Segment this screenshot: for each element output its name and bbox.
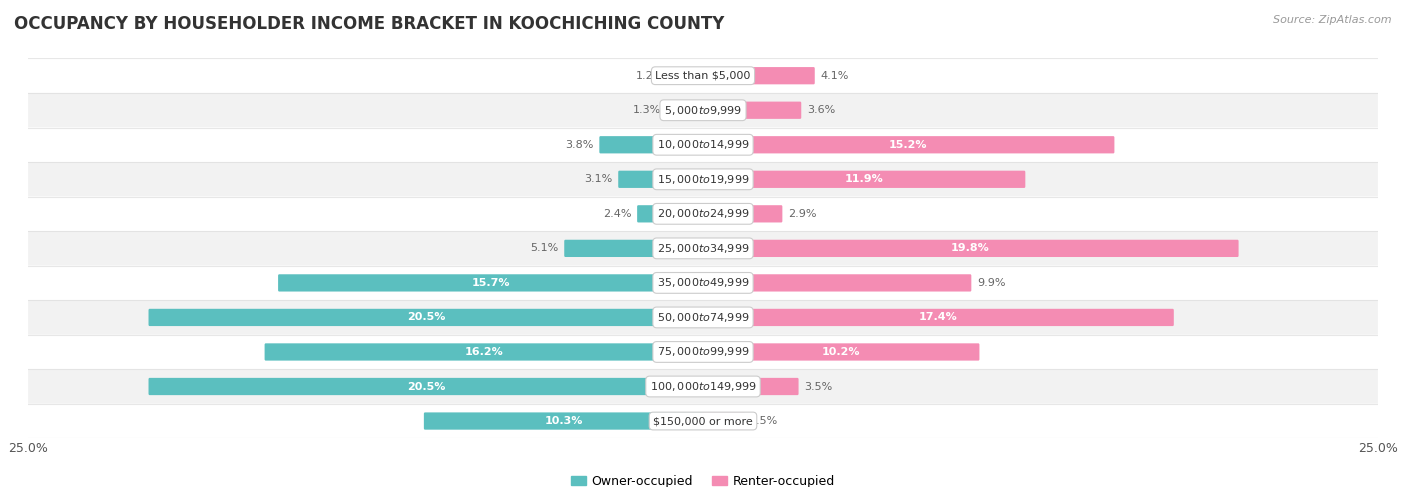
Text: 3.1%: 3.1% [585, 174, 613, 184]
Text: $35,000 to $49,999: $35,000 to $49,999 [657, 277, 749, 289]
Text: 15.7%: 15.7% [472, 278, 510, 288]
FancyBboxPatch shape [28, 58, 1378, 93]
Text: $25,000 to $34,999: $25,000 to $34,999 [657, 242, 749, 255]
Text: $10,000 to $14,999: $10,000 to $14,999 [657, 138, 749, 151]
FancyBboxPatch shape [702, 412, 745, 430]
Text: 3.6%: 3.6% [807, 105, 835, 115]
Text: 15.2%: 15.2% [889, 140, 928, 150]
FancyBboxPatch shape [149, 378, 704, 395]
FancyBboxPatch shape [28, 265, 1378, 300]
FancyBboxPatch shape [702, 102, 801, 119]
Text: 9.9%: 9.9% [977, 278, 1005, 288]
FancyBboxPatch shape [28, 93, 1378, 128]
FancyBboxPatch shape [702, 170, 1025, 188]
FancyBboxPatch shape [28, 128, 1378, 162]
Text: 1.3%: 1.3% [633, 105, 661, 115]
FancyBboxPatch shape [637, 205, 704, 223]
FancyBboxPatch shape [564, 240, 704, 257]
Text: 25.0%: 25.0% [8, 443, 48, 455]
Text: 10.3%: 10.3% [544, 416, 583, 426]
Text: 4.1%: 4.1% [821, 71, 849, 81]
FancyBboxPatch shape [702, 136, 1115, 153]
Text: 3.8%: 3.8% [565, 140, 593, 150]
FancyBboxPatch shape [702, 309, 1174, 326]
Text: 2.4%: 2.4% [603, 209, 631, 219]
Text: 17.4%: 17.4% [918, 313, 957, 322]
FancyBboxPatch shape [28, 369, 1378, 404]
FancyBboxPatch shape [702, 343, 980, 360]
Text: $50,000 to $74,999: $50,000 to $74,999 [657, 311, 749, 324]
FancyBboxPatch shape [669, 67, 704, 84]
FancyBboxPatch shape [702, 67, 814, 84]
FancyBboxPatch shape [666, 102, 704, 119]
Text: 16.2%: 16.2% [465, 347, 503, 357]
FancyBboxPatch shape [149, 309, 704, 326]
FancyBboxPatch shape [28, 335, 1378, 369]
Text: OCCUPANCY BY HOUSEHOLDER INCOME BRACKET IN KOOCHICHING COUNTY: OCCUPANCY BY HOUSEHOLDER INCOME BRACKET … [14, 15, 724, 33]
Text: 11.9%: 11.9% [844, 174, 883, 184]
Text: $20,000 to $24,999: $20,000 to $24,999 [657, 207, 749, 220]
Text: 1.2%: 1.2% [636, 71, 664, 81]
FancyBboxPatch shape [28, 162, 1378, 197]
FancyBboxPatch shape [28, 231, 1378, 265]
FancyBboxPatch shape [702, 378, 799, 395]
Text: $75,000 to $99,999: $75,000 to $99,999 [657, 345, 749, 358]
Text: 5.1%: 5.1% [530, 244, 558, 253]
FancyBboxPatch shape [702, 205, 782, 223]
FancyBboxPatch shape [278, 274, 704, 292]
Text: $15,000 to $19,999: $15,000 to $19,999 [657, 173, 749, 186]
Text: 20.5%: 20.5% [408, 381, 446, 392]
FancyBboxPatch shape [28, 197, 1378, 231]
Text: $150,000 or more: $150,000 or more [654, 416, 752, 426]
Legend: Owner-occupied, Renter-occupied: Owner-occupied, Renter-occupied [565, 470, 841, 487]
Text: 2.9%: 2.9% [787, 209, 817, 219]
Text: 10.2%: 10.2% [821, 347, 860, 357]
Text: 20.5%: 20.5% [408, 313, 446, 322]
FancyBboxPatch shape [599, 136, 704, 153]
Text: 1.5%: 1.5% [751, 416, 779, 426]
Text: Source: ZipAtlas.com: Source: ZipAtlas.com [1274, 15, 1392, 25]
Text: 19.8%: 19.8% [950, 244, 990, 253]
FancyBboxPatch shape [702, 274, 972, 292]
Text: 3.5%: 3.5% [804, 381, 832, 392]
FancyBboxPatch shape [264, 343, 704, 360]
Text: 25.0%: 25.0% [1358, 443, 1398, 455]
FancyBboxPatch shape [423, 412, 704, 430]
FancyBboxPatch shape [28, 404, 1378, 438]
Text: $5,000 to $9,999: $5,000 to $9,999 [664, 104, 742, 117]
FancyBboxPatch shape [702, 240, 1239, 257]
FancyBboxPatch shape [28, 300, 1378, 335]
Text: $100,000 to $149,999: $100,000 to $149,999 [650, 380, 756, 393]
Text: Less than $5,000: Less than $5,000 [655, 71, 751, 81]
FancyBboxPatch shape [619, 170, 704, 188]
